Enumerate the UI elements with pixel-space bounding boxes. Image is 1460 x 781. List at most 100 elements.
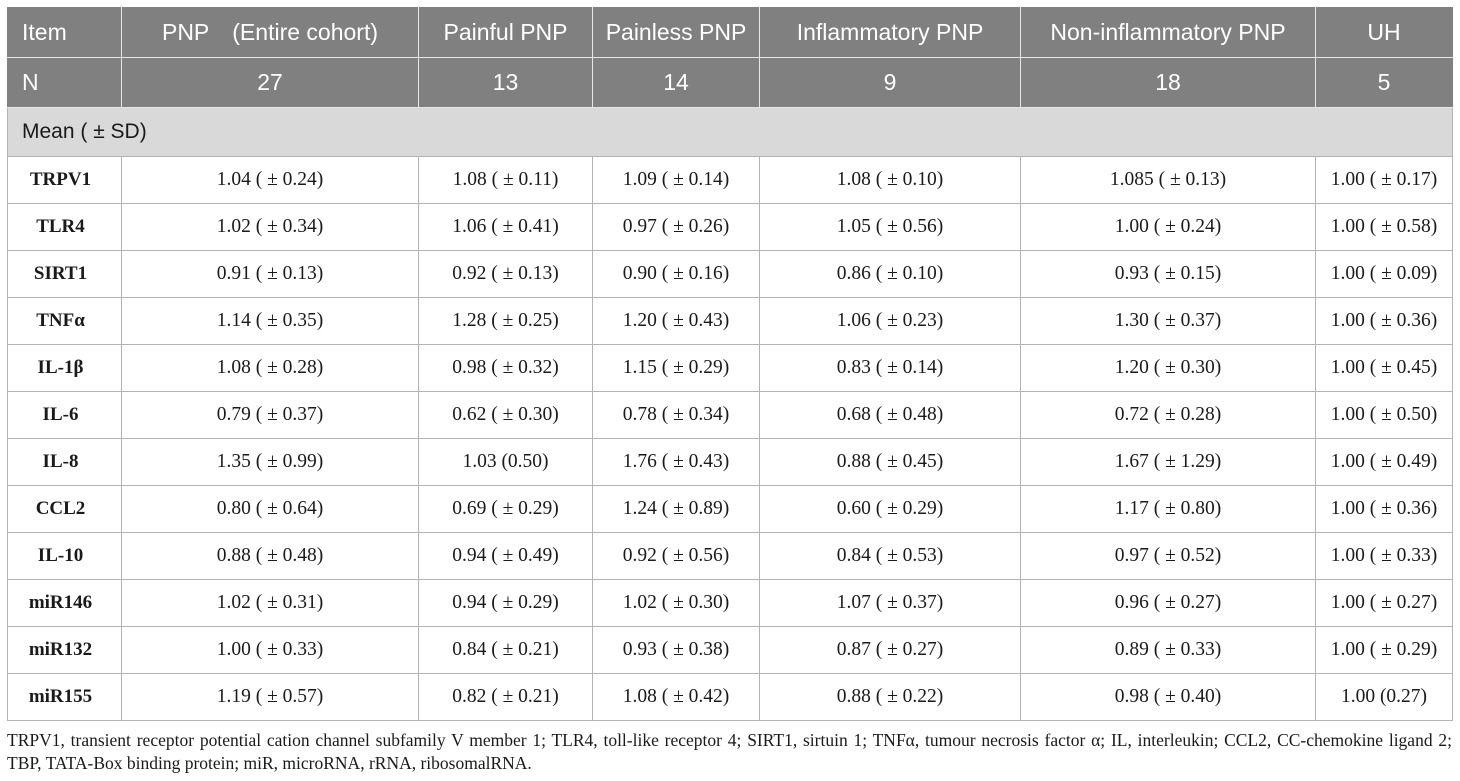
cell-painless-pnp: 1.15 ( ± 0.29) xyxy=(592,344,760,392)
table-row-mir132: miR132 1.00 ( ± 0.33) 0.84 ( ± 0.21) 0.9… xyxy=(7,626,1453,674)
cell-inflammatory-pnp: 0.84 ( ± 0.53) xyxy=(759,532,1021,580)
table-row-sirt1: SIRT1 0.91 ( ± 0.13) 0.92 ( ± 0.13) 0.90… xyxy=(7,250,1453,298)
cell-non-inflammatory-pnp: 0.97 ( ± 0.52) xyxy=(1020,532,1316,580)
footnote-line: TRPV1, transient receptor potential cati… xyxy=(7,730,1452,750)
cell-painful-pnp: 0.98 ( ± 0.32) xyxy=(418,344,593,392)
cell-painful-pnp: 1.28 ( ± 0.25) xyxy=(418,297,593,345)
cell-non-inflammatory-pnp: 1.17 ( ± 0.80) xyxy=(1020,485,1316,533)
cell-inflammatory-pnp: 0.83 ( ± 0.14) xyxy=(759,344,1021,392)
cell-pnp-entire-cohort: 1.04 ( ± 0.24) xyxy=(121,156,419,204)
row-label: miR132 xyxy=(7,626,122,674)
table-footnote: TRPV1, transient receptor potential cati… xyxy=(7,729,1452,775)
cell-pnp-entire-cohort: 1.19 ( ± 0.57) xyxy=(121,673,419,721)
column-header-item: Item xyxy=(7,7,122,58)
cell-painful-pnp: 0.62 ( ± 0.30) xyxy=(418,391,593,439)
cell-painful-pnp: 0.69 ( ± 0.29) xyxy=(418,485,593,533)
table-row-mir146: miR146 1.02 ( ± 0.31) 0.94 ( ± 0.29) 1.0… xyxy=(7,579,1453,627)
cell-pnp-entire-cohort: 0.91 ( ± 0.13) xyxy=(121,250,419,298)
column-header-uh: UH xyxy=(1315,7,1453,58)
cell-uh: 1.00 ( ± 0.45) xyxy=(1315,344,1453,392)
cell-non-inflammatory-pnp: 0.93 ( ± 0.15) xyxy=(1020,250,1316,298)
cell-non-inflammatory-pnp: 0.89 ( ± 0.33) xyxy=(1020,626,1316,674)
cell-inflammatory-pnp: 0.88 ( ± 0.45) xyxy=(759,438,1021,486)
table-row-tnf-alpha: TNFα 1.14 ( ± 0.35) 1.28 ( ± 0.25) 1.20 … xyxy=(7,297,1453,345)
results-table: Item PNP (Entire cohort) Painful PNP Pai… xyxy=(7,7,1453,721)
sample-size-uh: 5 xyxy=(1315,57,1453,108)
column-header-non-inflammatory-pnp: Non-inflammatory PNP xyxy=(1020,7,1316,58)
cell-non-inflammatory-pnp: 0.96 ( ± 0.27) xyxy=(1020,579,1316,627)
cell-non-inflammatory-pnp: 0.98 ( ± 0.40) xyxy=(1020,673,1316,721)
cell-painless-pnp: 0.93 ( ± 0.38) xyxy=(592,626,760,674)
column-header-painless-pnp: Painless PNP xyxy=(592,7,760,58)
cell-uh: 1.00 ( ± 0.50) xyxy=(1315,391,1453,439)
cell-uh: 1.00 ( ± 0.36) xyxy=(1315,297,1453,345)
table-header-row: Item PNP (Entire cohort) Painful PNP Pai… xyxy=(7,7,1453,58)
cell-painless-pnp: 1.24 ( ± 0.89) xyxy=(592,485,760,533)
cell-uh: 1.00 ( ± 0.17) xyxy=(1315,156,1453,204)
cell-painless-pnp: 0.97 ( ± 0.26) xyxy=(592,203,760,251)
column-header-pnp-entire-cohort: PNP (Entire cohort) xyxy=(121,7,419,58)
cell-inflammatory-pnp: 0.68 ( ± 0.48) xyxy=(759,391,1021,439)
cell-inflammatory-pnp: 0.60 ( ± 0.29) xyxy=(759,485,1021,533)
row-label: miR155 xyxy=(7,673,122,721)
table-row-il-1-beta: IL-1β 1.08 ( ± 0.28) 0.98 ( ± 0.32) 1.15… xyxy=(7,344,1453,392)
column-header-inflammatory-pnp: Inflammatory PNP xyxy=(759,7,1021,58)
cell-pnp-entire-cohort: 0.79 ( ± 0.37) xyxy=(121,391,419,439)
cell-non-inflammatory-pnp: 1.20 ( ± 0.30) xyxy=(1020,344,1316,392)
row-label: IL-1β xyxy=(7,344,122,392)
cell-painful-pnp: 1.08 ( ± 0.11) xyxy=(418,156,593,204)
cell-inflammatory-pnp: 0.87 ( ± 0.27) xyxy=(759,626,1021,674)
cell-non-inflammatory-pnp: 1.085 ( ± 0.13) xyxy=(1020,156,1316,204)
footnote-line: TBP, TATA-Box binding protein; miR, micr… xyxy=(7,753,532,773)
cell-painless-pnp: 1.02 ( ± 0.30) xyxy=(592,579,760,627)
cell-non-inflammatory-pnp: 1.67 ( ± 1.29) xyxy=(1020,438,1316,486)
cell-uh: 1.00 ( ± 0.29) xyxy=(1315,626,1453,674)
table-row-il-10: IL-10 0.88 ( ± 0.48) 0.94 ( ± 0.49) 0.92… xyxy=(7,532,1453,580)
cell-uh: 1.00 ( ± 0.58) xyxy=(1315,203,1453,251)
cell-painful-pnp: 0.82 ( ± 0.21) xyxy=(418,673,593,721)
table-row-il-8: IL-8 1.35 ( ± 0.99) 1.03 (0.50) 1.76 ( ±… xyxy=(7,438,1453,486)
table-header: Item PNP (Entire cohort) Painful PNP Pai… xyxy=(7,7,1453,108)
table-row-ccl2: CCL2 0.80 ( ± 0.64) 0.69 ( ± 0.29) 1.24 … xyxy=(7,485,1453,533)
cell-uh: 1.00 ( ± 0.09) xyxy=(1315,250,1453,298)
cell-painless-pnp: 0.90 ( ± 0.16) xyxy=(592,250,760,298)
row-label: SIRT1 xyxy=(7,250,122,298)
cell-non-inflammatory-pnp: 1.00 ( ± 0.24) xyxy=(1020,203,1316,251)
cell-pnp-entire-cohort: 1.35 ( ± 0.99) xyxy=(121,438,419,486)
cell-painful-pnp: 0.92 ( ± 0.13) xyxy=(418,250,593,298)
row-label: IL-8 xyxy=(7,438,122,486)
sample-size-pnp-entire-cohort: 27 xyxy=(121,57,419,108)
cell-painful-pnp: 1.03 (0.50) xyxy=(418,438,593,486)
section-row: Mean ( ± SD) xyxy=(7,107,1453,157)
row-label: miR146 xyxy=(7,579,122,627)
cell-non-inflammatory-pnp: 0.72 ( ± 0.28) xyxy=(1020,391,1316,439)
cell-inflammatory-pnp: 0.88 ( ± 0.22) xyxy=(759,673,1021,721)
sample-size-painless-pnp: 14 xyxy=(592,57,760,108)
cell-uh: 1.00 ( ± 0.49) xyxy=(1315,438,1453,486)
sample-size-painful-pnp: 13 xyxy=(418,57,593,108)
sample-size-row: N 27 13 14 9 18 5 xyxy=(7,57,1453,108)
column-header-painful-pnp: Painful PNP xyxy=(418,7,593,58)
table-row-il-6: IL-6 0.79 ( ± 0.37) 0.62 ( ± 0.30) 0.78 … xyxy=(7,391,1453,439)
cell-painless-pnp: 1.09 ( ± 0.14) xyxy=(592,156,760,204)
cell-inflammatory-pnp: 1.08 ( ± 0.10) xyxy=(759,156,1021,204)
table-row-tlr4: TLR4 1.02 ( ± 0.34) 1.06 ( ± 0.41) 0.97 … xyxy=(7,203,1453,251)
cell-inflammatory-pnp: 1.05 ( ± 0.56) xyxy=(759,203,1021,251)
cell-pnp-entire-cohort: 1.02 ( ± 0.34) xyxy=(121,203,419,251)
row-label: TNFα xyxy=(7,297,122,345)
section-label: Mean ( ± SD) xyxy=(7,107,1453,157)
row-label: CCL2 xyxy=(7,485,122,533)
cell-inflammatory-pnp: 1.07 ( ± 0.37) xyxy=(759,579,1021,627)
cell-inflammatory-pnp: 0.86 ( ± 0.10) xyxy=(759,250,1021,298)
row-label: TRPV1 xyxy=(7,156,122,204)
cell-painful-pnp: 0.94 ( ± 0.29) xyxy=(418,579,593,627)
cell-painful-pnp: 1.06 ( ± 0.41) xyxy=(418,203,593,251)
row-label: TLR4 xyxy=(7,203,122,251)
cell-pnp-entire-cohort: 0.88 ( ± 0.48) xyxy=(121,532,419,580)
cell-uh: 1.00 ( ± 0.27) xyxy=(1315,579,1453,627)
cell-painless-pnp: 1.08 ( ± 0.42) xyxy=(592,673,760,721)
cell-painless-pnp: 1.20 ( ± 0.43) xyxy=(592,297,760,345)
cell-painless-pnp: 0.92 ( ± 0.56) xyxy=(592,532,760,580)
cell-uh: 1.00 ( ± 0.36) xyxy=(1315,485,1453,533)
cell-painful-pnp: 0.94 ( ± 0.49) xyxy=(418,532,593,580)
